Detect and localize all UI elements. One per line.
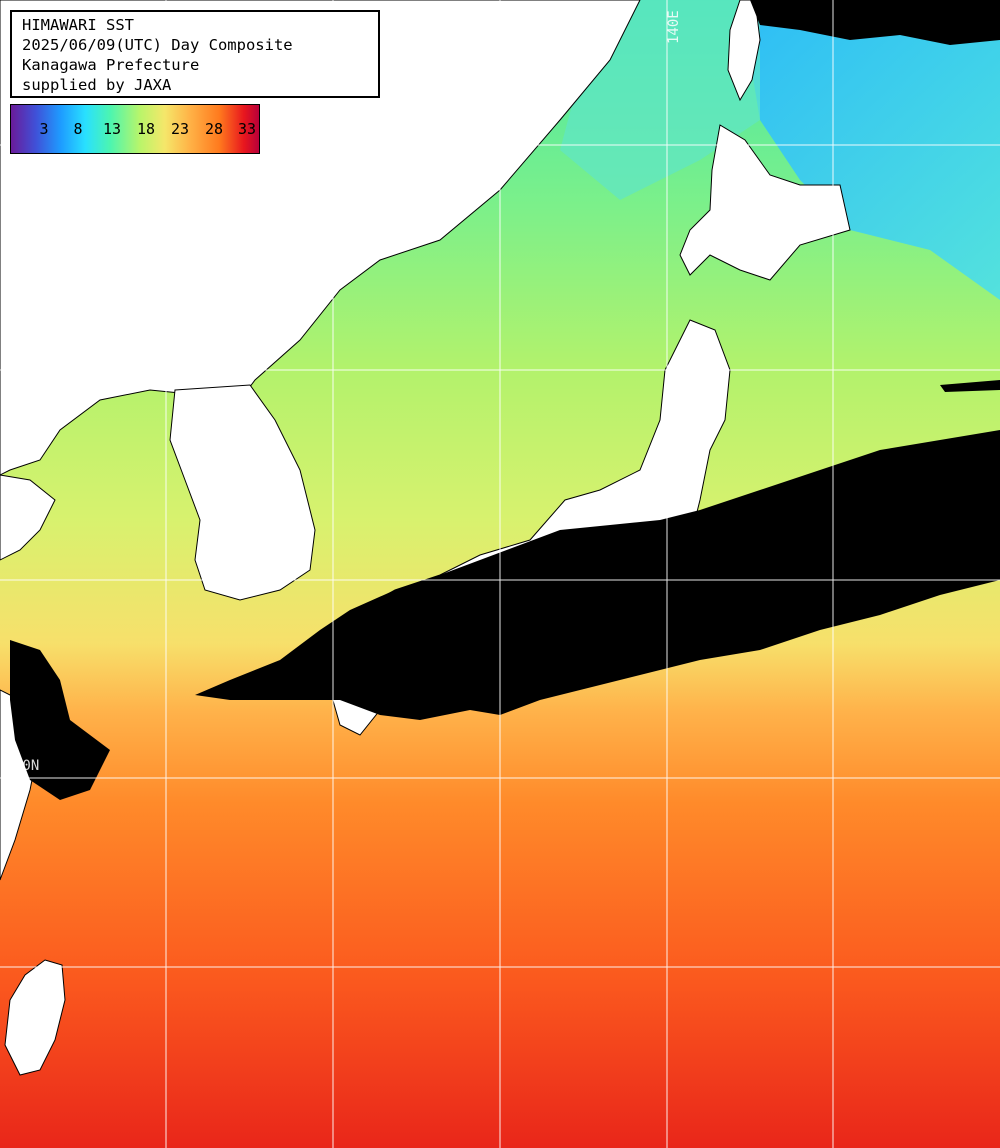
legend-tick: 33 — [237, 120, 257, 138]
taiwan — [4, 959, 66, 1076]
legend-tick: 3 — [39, 120, 49, 138]
info-box: HIMAWARI SST 2025/06/09(UTC) Day Composi… — [10, 10, 380, 98]
map-title: HIMAWARI SST — [22, 16, 134, 34]
cloud-cover-north — [750, 0, 1000, 45]
color-scale-legend: 3 8 13 18 23 28 33 — [10, 104, 260, 154]
cloud-cover — [195, 430, 1000, 720]
legend-tick: 18 — [136, 120, 156, 138]
region-name: Kanagawa Prefecture — [22, 56, 200, 74]
lon-140-label: 140E — [666, 10, 682, 44]
lat-30-label: 30N — [14, 758, 40, 774]
data-credit: supplied by JAXA — [22, 76, 172, 94]
cloud-cover-west — [10, 640, 110, 800]
legend-tick: 8 — [73, 120, 83, 138]
legend-tick: 23 — [170, 120, 190, 138]
lat-40-label: 40N — [14, 352, 40, 368]
date-line: 2025/06/09(UTC) Day Composite — [22, 36, 293, 54]
hokkaido — [679, 124, 851, 281]
legend-tick: 13 — [102, 120, 122, 138]
korean-peninsula — [169, 384, 316, 601]
cloud-streak — [940, 380, 1000, 392]
legend-tick: 28 — [204, 120, 224, 138]
cold-water-area — [740, 0, 1000, 300]
china-coast — [0, 474, 56, 561]
